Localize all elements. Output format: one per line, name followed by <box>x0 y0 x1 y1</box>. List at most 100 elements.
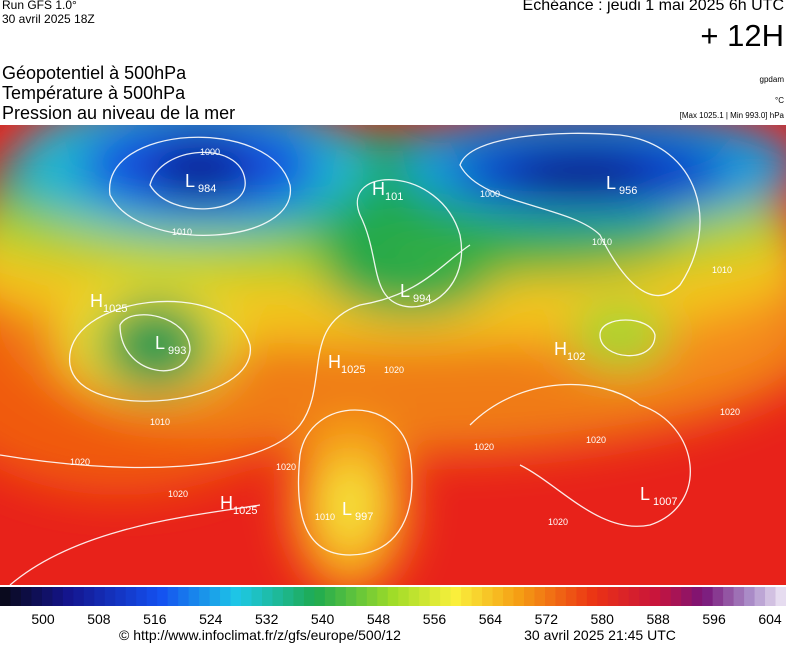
center-kind: H <box>372 179 385 199</box>
swatch <box>73 587 85 606</box>
colorbar-label: 516 <box>143 611 167 627</box>
swatch <box>534 587 546 606</box>
run-date: 30 avril 2025 18Z <box>2 12 95 26</box>
swatch <box>0 587 11 606</box>
swatch <box>492 587 504 606</box>
swatch <box>31 587 43 606</box>
swatch <box>167 587 179 606</box>
swatch <box>251 587 263 606</box>
swatch <box>429 587 441 606</box>
swatch <box>157 587 169 606</box>
swatch <box>450 587 462 606</box>
swatch <box>115 587 127 606</box>
center-value: 101 <box>385 191 403 203</box>
isobar-label: 1020 <box>720 407 740 417</box>
isobar-label: 1020 <box>276 462 296 472</box>
swatch <box>125 587 137 606</box>
swatch <box>272 587 284 606</box>
swatch <box>702 587 714 606</box>
unit: [Max 1025.1 | Min 993.0] hPa <box>679 111 784 120</box>
center-value: 1007 <box>653 496 677 508</box>
isobar-label: 1010 <box>150 417 170 427</box>
center-value: 956 <box>619 185 637 197</box>
colorbar-label: 572 <box>535 611 559 627</box>
swatch <box>282 587 294 606</box>
swatch <box>744 587 756 606</box>
center-value: 102 <box>567 351 585 363</box>
center-value: 993 <box>168 345 186 357</box>
swatch <box>83 587 95 606</box>
isobar-label: 1010 <box>172 227 192 237</box>
swatch <box>419 587 431 606</box>
isobar-label: 1020 <box>168 489 188 499</box>
colorbar-label: 596 <box>702 611 726 627</box>
unit: gpdam <box>759 75 784 84</box>
center-value: 994 <box>413 293 431 305</box>
isobar-label: 1010 <box>315 512 335 522</box>
swatch <box>199 587 211 606</box>
swatch <box>775 587 786 606</box>
swatch <box>10 587 22 606</box>
swatch <box>649 587 661 606</box>
center-kind: L <box>185 171 195 191</box>
colorbar-label: 564 <box>479 611 503 627</box>
title: Géopotentiel à 500hPa <box>2 63 187 83</box>
colorbar-label: 604 <box>758 611 782 627</box>
swatch <box>104 587 116 606</box>
center-value: 1025 <box>233 505 257 517</box>
isobar-label: 1010 <box>712 265 732 275</box>
swatch <box>639 587 651 606</box>
swatch <box>712 587 724 606</box>
swatch <box>262 587 273 606</box>
colorbar-label: 524 <box>199 611 223 627</box>
swatch <box>220 587 232 606</box>
swatch <box>62 587 74 606</box>
swatch <box>670 587 682 606</box>
center-value: 984 <box>198 183 216 195</box>
colorbar-label: 580 <box>591 611 615 627</box>
swatch <box>723 587 735 606</box>
swatch <box>303 587 315 606</box>
swatch <box>230 587 242 606</box>
center-kind: L <box>155 333 165 353</box>
swatch <box>136 587 148 606</box>
center-value: 1025 <box>103 303 127 315</box>
swatch <box>366 587 378 606</box>
swatch <box>503 587 515 606</box>
swatch <box>471 587 483 606</box>
center-kind: H <box>220 493 233 513</box>
colorbar: 500 508 516 524 532 540 548 556 564 572 580 588 596 6… <box>0 587 786 643</box>
swatch <box>461 587 473 606</box>
center-value: 997 <box>355 511 373 523</box>
title: Pression au niveau de la mer <box>2 103 236 123</box>
swatch <box>408 587 420 606</box>
swatch <box>618 587 630 606</box>
footer-url: © http://www.infoclimat.fr/z/gfs/europe/… <box>119 627 401 643</box>
offset: + 12H <box>700 18 784 53</box>
swatch <box>576 587 588 606</box>
swatch <box>356 587 368 606</box>
title: Température à 500hPa <box>2 83 186 103</box>
swatch <box>681 587 693 606</box>
swatch <box>293 587 305 606</box>
colorbar-label: 508 <box>87 611 111 627</box>
isobar-label: 1020 <box>70 457 90 467</box>
run-label: Run GFS 1.0° <box>2 0 77 12</box>
colorbar-label: 556 <box>423 611 447 627</box>
swatch <box>52 587 64 606</box>
swatch <box>660 587 672 606</box>
isobar-label: 1020 <box>586 435 606 445</box>
center-kind: H <box>90 291 103 311</box>
isobar-label: 1020 <box>548 517 568 527</box>
swatch <box>597 587 609 606</box>
swatch <box>178 587 190 606</box>
colorbar-label: 540 <box>311 611 335 627</box>
swatch <box>335 587 347 606</box>
swatch <box>513 587 525 606</box>
isobar-label: 1010 <box>592 237 612 247</box>
swatch <box>209 587 221 606</box>
swatch <box>586 587 598 606</box>
swatch <box>41 587 53 606</box>
center-kind: L <box>400 281 410 301</box>
